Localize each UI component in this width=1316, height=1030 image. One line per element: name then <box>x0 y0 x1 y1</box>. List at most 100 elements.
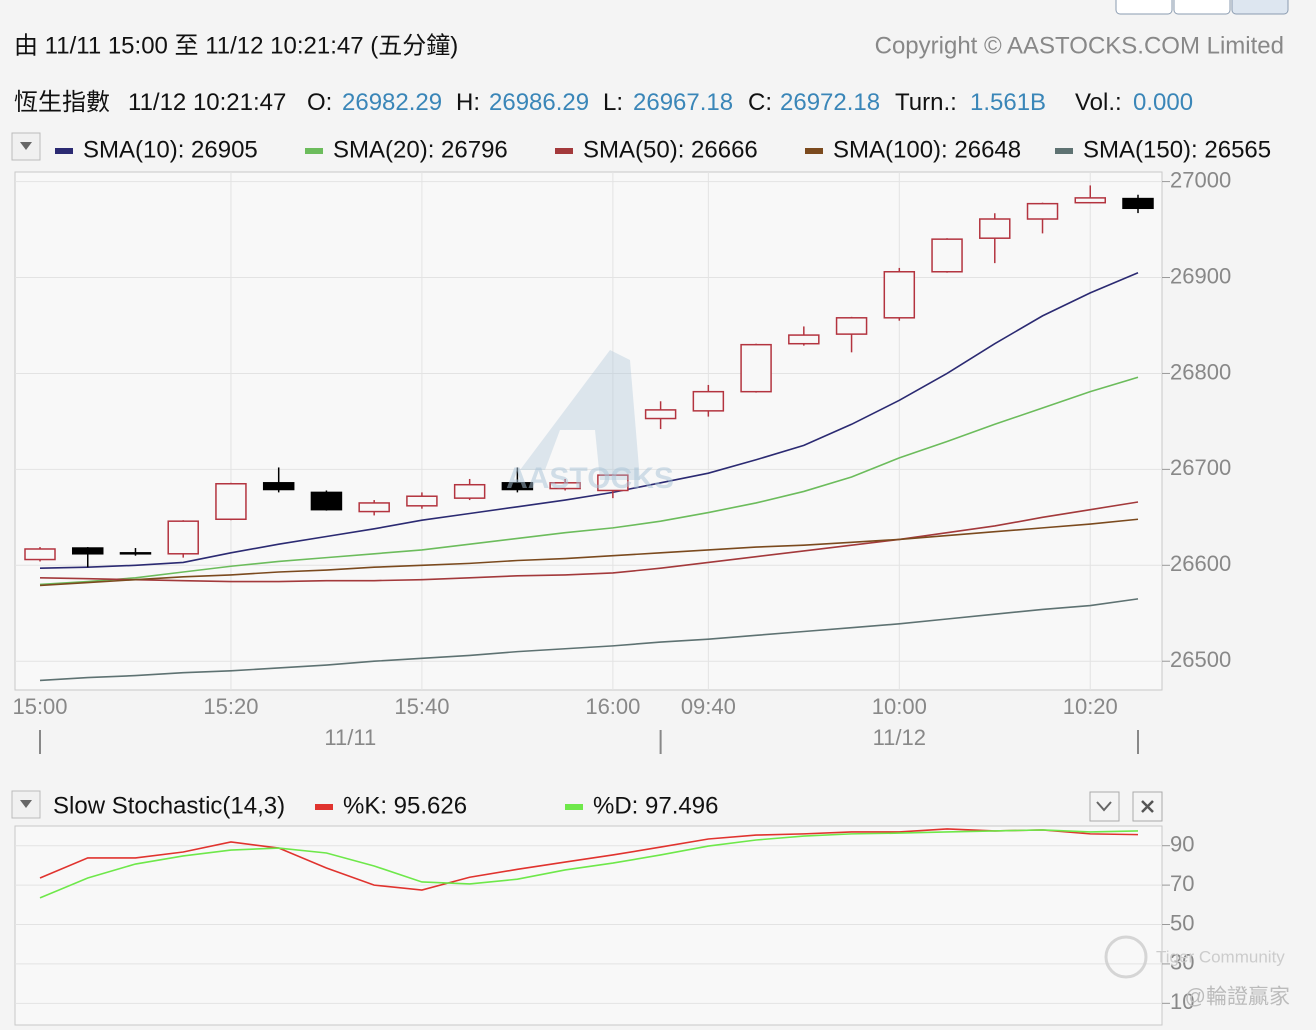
candle-body <box>931 238 963 273</box>
plot-layer: 26500 26600 26700 26800 26900 27000 15:00 15:20… <box>12 136 1271 1014</box>
candle-body <box>788 334 820 345</box>
index-name: 恆生指數 <box>14 89 110 116</box>
legend-swatch <box>315 804 333 810</box>
legend-label: SMA(150): 26565 <box>1083 136 1271 163</box>
x-tick-label: 16:00 <box>585 694 640 719</box>
line-series <box>39 829 1139 899</box>
legend-label: %K: 95.626 <box>343 792 467 819</box>
legend-swatch <box>55 148 73 154</box>
legend-label: SMA(50): 26666 <box>583 136 758 163</box>
dropdown-arrow <box>20 800 32 808</box>
copyright: Copyright © AASTOCKS.COM Limited <box>875 32 1284 59</box>
volume-value: 0.000 <box>1133 89 1193 116</box>
line-series <box>39 598 1139 682</box>
x-tick-label: 10:00 <box>872 694 927 719</box>
y-tick-label: 30 <box>1170 950 1194 975</box>
candle-body <box>740 343 772 393</box>
candle-body <box>71 547 104 555</box>
turnover-label: Turn.: <box>895 89 957 116</box>
candle-body <box>835 317 868 335</box>
volume-label: Vol.: <box>1075 89 1122 116</box>
y-tick-label: 26700 <box>1170 455 1231 480</box>
candle-body <box>215 483 247 521</box>
y-tick-label: 90 <box>1170 832 1194 857</box>
candle-body <box>1074 197 1107 204</box>
x-tick-label: 15:20 <box>203 694 258 719</box>
candle-body <box>358 502 390 513</box>
line-series <box>39 828 1139 891</box>
y-tick-label: 26500 <box>1170 647 1231 672</box>
watermark-text: Tiger Community <box>1156 947 1285 966</box>
quote-line: 恆生指數 11/12 10:21:47 O: 26982.29 H: 26986… <box>14 89 1193 116</box>
y-tick-label: 10 <box>1170 989 1194 1014</box>
candle-body <box>692 390 725 412</box>
x-tick-label: 09:40 <box>681 694 736 719</box>
legend-swatch <box>805 148 823 154</box>
turnover-value: 1.561B <box>970 89 1046 116</box>
candle-body <box>979 218 1011 239</box>
candle-body <box>597 474 629 492</box>
candle-body <box>549 482 581 490</box>
toolbar-button[interactable] <box>1173 0 1231 15</box>
low-label: L: <box>603 89 623 116</box>
candle-body <box>406 495 438 507</box>
candle-body <box>167 520 199 555</box>
legend-swatch <box>305 148 323 154</box>
legend-label: SMA(100): 26648 <box>833 136 1021 163</box>
y-tick-label: 26600 <box>1170 551 1231 576</box>
x-tick-label: 15:40 <box>394 694 449 719</box>
date-label: 11/12 <box>873 725 926 750</box>
candle-body <box>1122 197 1154 210</box>
open-value: 26982.29 <box>342 89 442 116</box>
date-range: 由 11/11 15:00 至 11/12 10:21:47 (五分鐘) <box>14 32 458 59</box>
line-series <box>39 271 1139 569</box>
legend-swatch <box>565 804 583 810</box>
collapse-button[interactable] <box>1089 791 1120 822</box>
toolbar-button[interactable] <box>1231 0 1289 15</box>
legend-swatch <box>555 148 573 154</box>
stochastic-plot-area <box>14 825 1163 1026</box>
legend-label: SMA(10): 26905 <box>83 136 258 163</box>
legend-label: %D: 97.496 <box>593 792 718 819</box>
quote-time: 11/12 10:21:47 <box>128 89 286 116</box>
main-plot-area <box>14 171 1163 691</box>
x-tick-label: 10:20 <box>1063 694 1118 719</box>
candle-body <box>119 552 152 555</box>
collapse-icon <box>1096 801 1112 812</box>
watermark-icon <box>1104 935 1148 979</box>
low-value: 26967.18 <box>633 89 733 116</box>
candle-body <box>883 271 916 319</box>
close-value: 26972.18 <box>780 89 880 116</box>
candle-body <box>453 483 486 499</box>
legend-swatch <box>1055 148 1073 154</box>
watermark-text: @輪證贏家 <box>1185 986 1290 1009</box>
candle-body <box>1026 202 1059 220</box>
high-label: H: <box>456 89 480 116</box>
indicator-title: Slow Stochastic(14,3) <box>53 792 285 819</box>
watermark-logo <box>520 350 640 480</box>
candle-body <box>501 482 534 491</box>
candle-body <box>24 548 56 561</box>
line-series <box>39 501 1139 583</box>
candle-body <box>310 491 343 511</box>
dropdown-arrow <box>20 142 32 150</box>
x-tick-label: 15:00 <box>12 694 67 719</box>
line-series <box>39 518 1139 587</box>
toolbar-button[interactable] <box>1115 0 1173 15</box>
legend-label: SMA(20): 26796 <box>333 136 508 163</box>
line-series <box>39 376 1139 586</box>
close-label: C: <box>748 89 772 116</box>
close-icon <box>1141 800 1154 813</box>
y-tick-label: 26800 <box>1170 359 1231 384</box>
high-value: 26986.29 <box>489 89 589 116</box>
date-label: 11/11 <box>324 725 376 750</box>
y-tick-label: 26900 <box>1170 263 1231 288</box>
y-tick-label: 70 <box>1170 871 1194 896</box>
candle-body <box>644 409 677 420</box>
candle-body <box>262 482 295 491</box>
y-tick-label: 27000 <box>1170 167 1231 192</box>
y-tick-label: 50 <box>1170 910 1194 935</box>
open-label: O: <box>307 89 332 116</box>
watermark-text: AASTOCKS <box>506 462 674 495</box>
